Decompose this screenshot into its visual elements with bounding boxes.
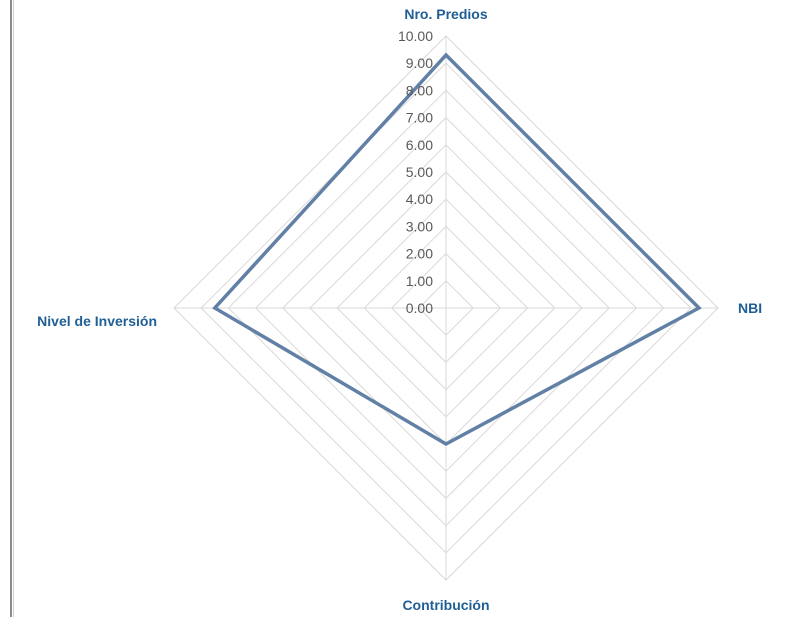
radar-series [212,52,702,447]
tick-label: 8.00 [406,82,433,98]
tick-label: 6.00 [406,137,433,153]
axis-label: NBI [738,300,762,316]
tick-label: 4.00 [406,191,433,207]
tick-label: 3.00 [406,218,433,234]
tick-label: 9.00 [406,55,433,71]
tick-label: 10.00 [398,28,433,44]
panel-border-inner [13,0,14,617]
tick-label: 5.00 [406,164,433,180]
tick-label: 0.00 [406,300,433,316]
axis-label: Contribución [402,597,489,613]
panel-border [10,0,12,617]
tick-label: 1.00 [406,273,433,289]
axis-label: Nivel de Inversión [37,313,157,329]
axis-label: Nro. Predios [404,6,487,22]
radar-tick-labels: 0.00 1.00 2.00 3.00 4.00 5.00 6.00 7.00 8.00 9.00… [398,28,433,316]
tick-label: 7.00 [406,110,433,126]
series-line-0 [212,52,702,447]
tick-label: 2.00 [406,246,433,262]
radar-axis-labels: Nro. Predios NBI Contribución Nivel de Inve… [37,6,762,613]
radar-spokes [174,36,718,580]
